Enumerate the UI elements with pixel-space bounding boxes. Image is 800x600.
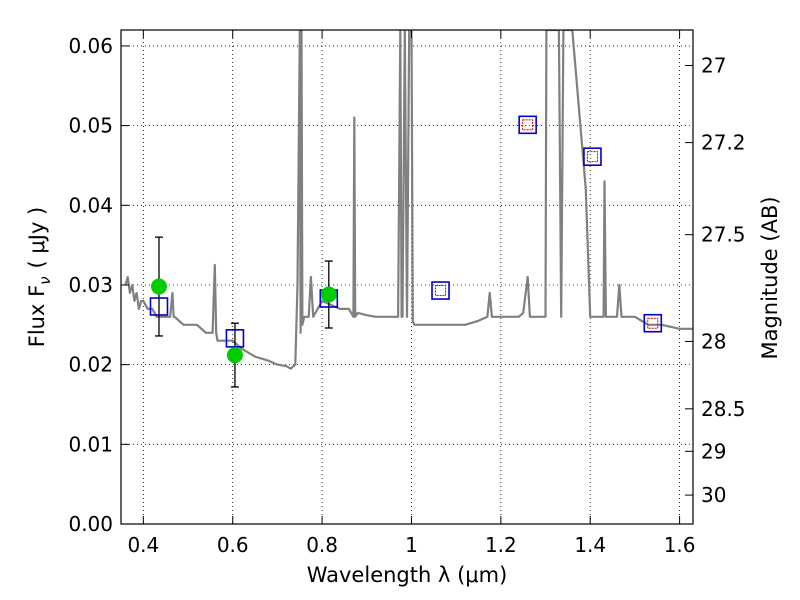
x-axis-title: Wavelength λ (μm) xyxy=(307,563,508,587)
right-tick-label: 29 xyxy=(701,439,726,463)
y-tick-label: 0.01 xyxy=(68,432,113,456)
synthetic-point xyxy=(431,281,450,300)
y-tick-label: 0.03 xyxy=(68,273,113,297)
x-tick-label: 0.6 xyxy=(217,533,249,557)
y-axis-title: Flux Fν ( μJy ) xyxy=(25,207,54,348)
observed-point xyxy=(226,347,243,364)
x-tick-label: 1.4 xyxy=(574,533,606,557)
synthetic-point xyxy=(149,297,169,316)
plot-area xyxy=(124,30,693,388)
ticks: 0.4 0.6 0.8 1 1.2 1.4 1.6 0.00 0.01 0.02 0.03 0.04 0… xyxy=(68,30,746,557)
x-tick-label: 1.6 xyxy=(664,533,696,557)
model-sed-line xyxy=(124,30,693,370)
y-tick-label: 0.05 xyxy=(68,114,113,138)
synthetic-inner-point xyxy=(522,119,534,131)
plot-frame xyxy=(120,29,694,525)
right-tick-label: 28.5 xyxy=(701,397,746,421)
observed-point xyxy=(320,286,337,303)
synthetic-point xyxy=(518,115,537,135)
y-axis-title-subscript: ν xyxy=(36,276,54,284)
right-tick-label: 27.2 xyxy=(701,131,746,155)
right-tick-label: 30 xyxy=(701,483,726,507)
y-axis-title-main: Flux F xyxy=(25,285,49,347)
x-tick-label: 0.8 xyxy=(306,533,338,557)
synthetic-point xyxy=(643,313,663,333)
observed-point xyxy=(150,278,167,295)
synthetic-point xyxy=(225,329,245,348)
y-tick-label: 0.02 xyxy=(68,353,113,377)
x-tick-label: 0.4 xyxy=(127,533,159,557)
synthetic-inner-point xyxy=(435,285,447,297)
right-axis-title: Magnitude (AB) xyxy=(758,196,782,359)
x-tick-label: 1.2 xyxy=(485,533,517,557)
grid xyxy=(121,30,693,524)
right-tick-label: 27.5 xyxy=(701,223,746,247)
right-tick-label: 27 xyxy=(701,53,726,77)
synthetic-inner-point xyxy=(647,317,659,329)
x-tick-label: 1 xyxy=(405,533,418,557)
y-tick-label: 0.00 xyxy=(68,512,113,536)
y-tick-label: 0.06 xyxy=(68,34,113,58)
y-tick-label: 0.04 xyxy=(68,193,113,217)
synthetic-point xyxy=(583,147,602,166)
synthetic-inner-point xyxy=(586,151,598,163)
y-axis-title-unit: ( μJy ) xyxy=(25,207,49,269)
right-tick-label: 28 xyxy=(701,329,726,353)
